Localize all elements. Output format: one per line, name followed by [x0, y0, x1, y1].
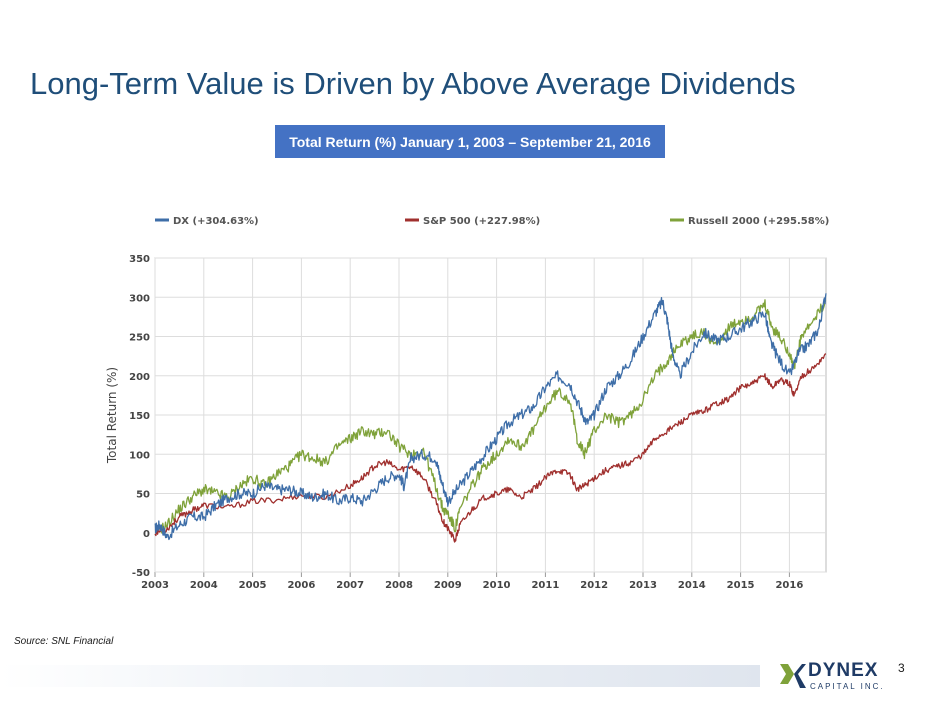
- series-line-2: [154, 299, 827, 534]
- y-tick-label: 150: [129, 411, 150, 422]
- y-axis-label: Total Return (%): [105, 367, 119, 464]
- y-tick-label: -50: [132, 568, 150, 579]
- y-tick-label: 300: [129, 293, 150, 304]
- logo-name: DYNEX: [808, 660, 879, 681]
- x-tick-label: 2015: [727, 580, 755, 591]
- chart-subtitle-banner: Total Return (%) January 1, 2003 – Septe…: [275, 125, 665, 158]
- x-tick-label: 2003: [141, 580, 169, 591]
- x-tick-label: 2006: [287, 580, 315, 591]
- series-line-1: [154, 353, 827, 543]
- x-tick-label: 2011: [531, 580, 559, 591]
- x-tick-label: 2013: [629, 580, 657, 591]
- y-tick-label: 50: [136, 490, 150, 501]
- legend-label: DX (+304.63%): [173, 216, 259, 227]
- logo-subtitle: CAPITAL INC.: [810, 682, 885, 691]
- x-tick-label: 2005: [239, 580, 267, 591]
- y-tick-label: 0: [143, 529, 150, 540]
- series-line-0: [154, 293, 827, 541]
- x-tick-label: 2008: [385, 580, 413, 591]
- footer-band: [0, 665, 760, 687]
- x-tick-label: 2016: [775, 580, 803, 591]
- dynex-logo-mark-icon: [780, 664, 806, 688]
- x-tick-label: 2009: [434, 580, 462, 591]
- legend-label: Russell 2000 (+295.58%): [688, 216, 829, 227]
- x-tick-label: 2007: [336, 580, 364, 591]
- x-tick-label: 2014: [678, 580, 706, 591]
- total-return-chart: 2003 2004 2005 2006 2007 2008 2009 2010 2011 2012…: [105, 216, 829, 591]
- y-tick-label: 250: [129, 333, 150, 344]
- x-tick-label: 2010: [483, 580, 511, 591]
- y-tick-label: 350: [129, 254, 150, 265]
- x-tick-label: 2012: [580, 580, 608, 591]
- source-note: Source: SNL Financial: [14, 636, 114, 647]
- y-tick-label: 200: [129, 372, 150, 383]
- x-tick-label: 2004: [190, 580, 218, 591]
- dynex-logo: DYNEX CAPITAL INC.: [778, 660, 888, 694]
- page-title: Long-Term Value is Driven by Above Avera…: [30, 66, 796, 101]
- y-tick-label: 100: [129, 450, 150, 461]
- legend-label: S&P 500 (+227.98%): [423, 216, 540, 227]
- chart-subtitle-text: Total Return (%) January 1, 2003 – Septe…: [289, 133, 651, 150]
- page-number: 3: [898, 661, 905, 675]
